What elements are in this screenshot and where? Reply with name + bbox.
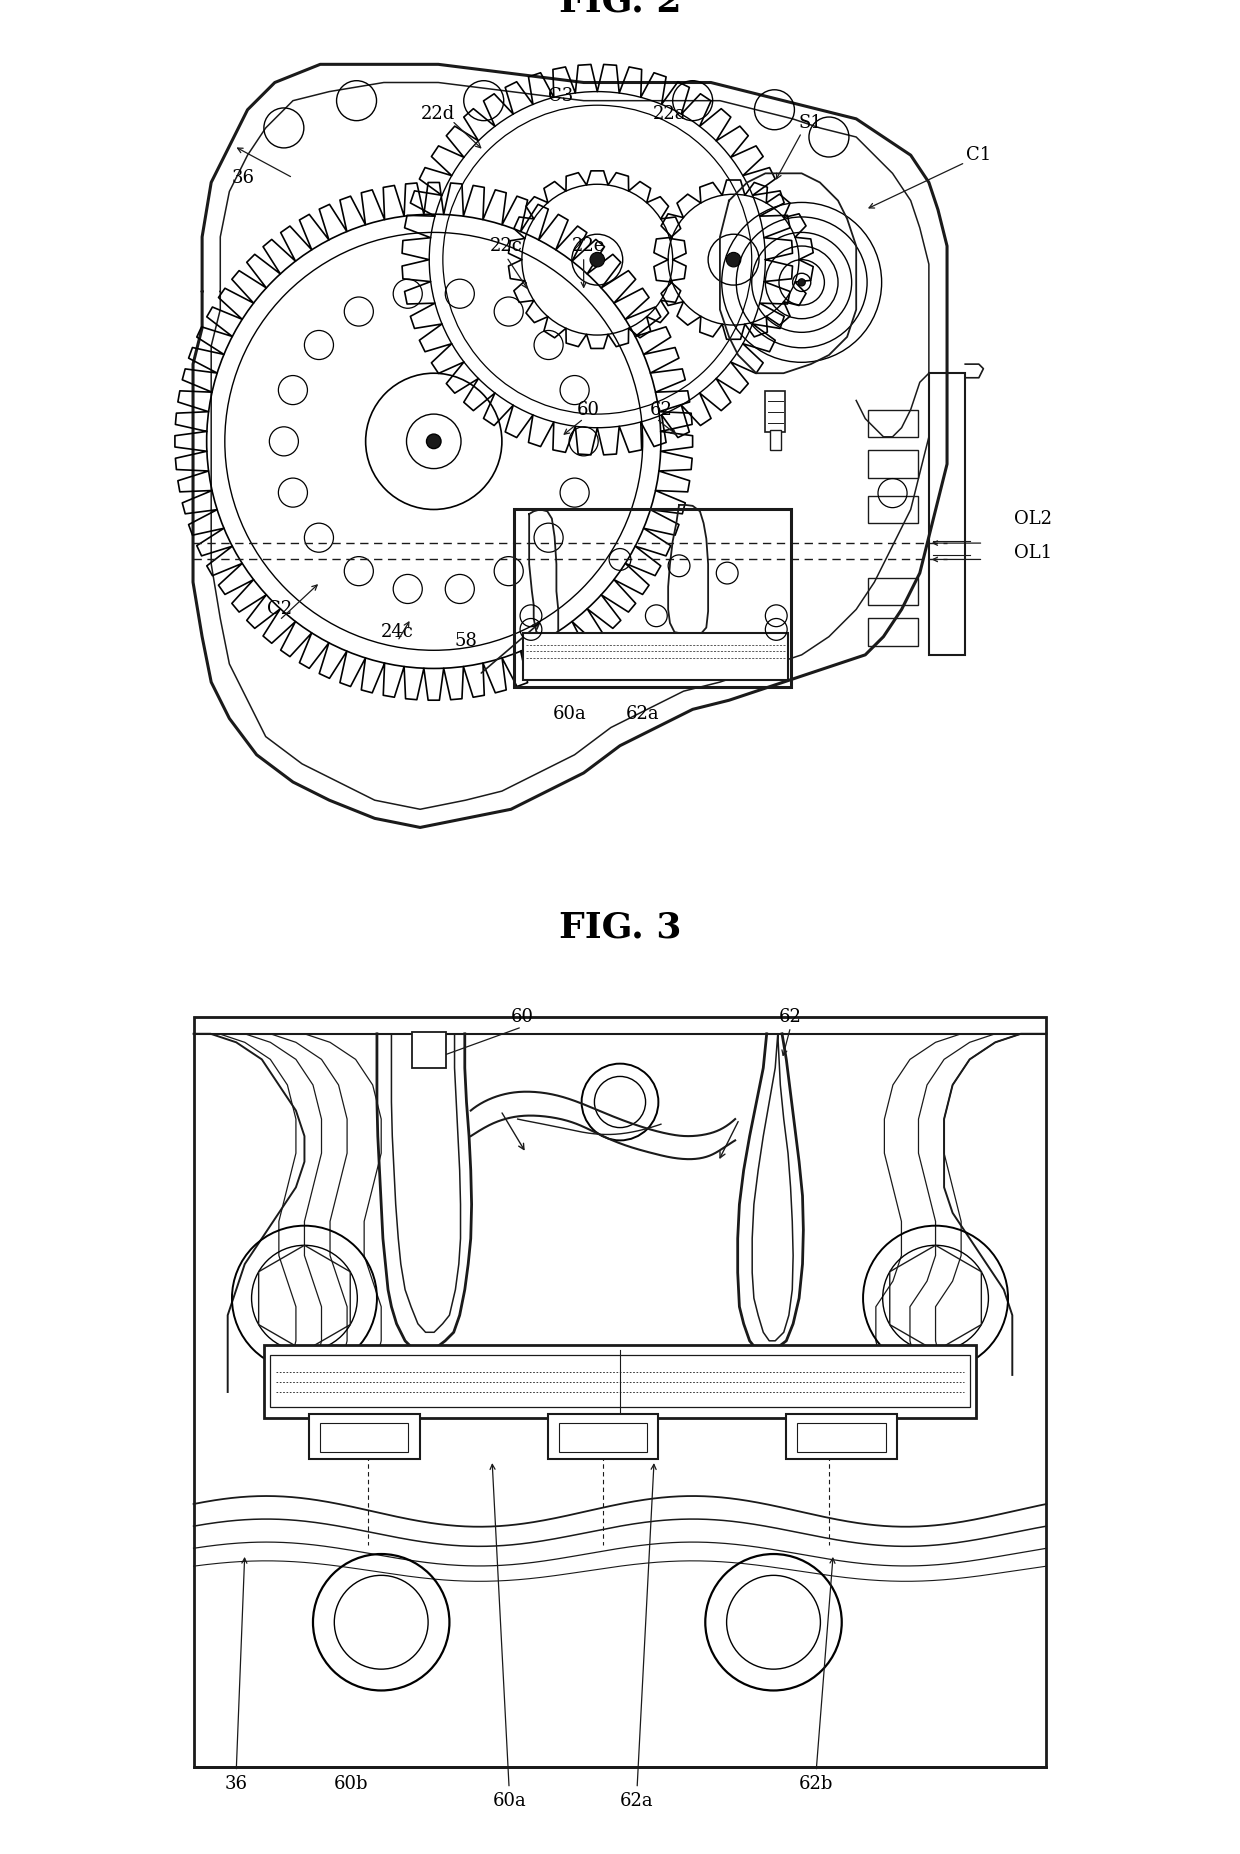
Text: 62: 62 bbox=[650, 400, 672, 419]
Text: C1: C1 bbox=[966, 146, 992, 165]
Text: S1: S1 bbox=[799, 115, 822, 132]
Text: 36: 36 bbox=[224, 1776, 248, 1793]
Bar bbox=[193, 1016, 1047, 1767]
Text: FIG. 2: FIG. 2 bbox=[559, 0, 681, 19]
Bar bbox=[264, 1346, 976, 1418]
Text: 60b: 60b bbox=[334, 1776, 368, 1793]
Text: 62a: 62a bbox=[620, 1793, 653, 1810]
Text: 62b: 62b bbox=[799, 1776, 833, 1793]
Circle shape bbox=[590, 252, 605, 267]
Text: 22e: 22e bbox=[572, 237, 605, 256]
Bar bbox=[523, 632, 789, 680]
Text: C3: C3 bbox=[548, 87, 574, 106]
Bar bbox=[868, 619, 918, 645]
Bar bbox=[412, 1033, 446, 1068]
Bar bbox=[270, 1355, 970, 1407]
Text: OL1: OL1 bbox=[1014, 543, 1053, 562]
Bar bbox=[309, 1415, 419, 1459]
Bar bbox=[868, 495, 918, 523]
Text: 60a: 60a bbox=[492, 1793, 526, 1810]
Text: 62a: 62a bbox=[626, 705, 660, 723]
Text: 62: 62 bbox=[779, 1009, 802, 1025]
Bar bbox=[868, 410, 918, 438]
Bar bbox=[320, 1422, 408, 1452]
Circle shape bbox=[799, 278, 805, 286]
Circle shape bbox=[727, 252, 740, 267]
Circle shape bbox=[427, 434, 441, 449]
Text: 60: 60 bbox=[511, 1009, 533, 1025]
Text: C2: C2 bbox=[267, 601, 291, 619]
Bar bbox=[868, 451, 918, 478]
Bar bbox=[558, 1422, 647, 1452]
Bar bbox=[929, 373, 965, 654]
Text: 22c: 22c bbox=[490, 237, 523, 256]
Text: OL2: OL2 bbox=[1014, 510, 1053, 528]
Bar bbox=[513, 510, 791, 686]
Bar bbox=[770, 430, 781, 451]
Text: 58: 58 bbox=[454, 632, 477, 651]
Bar bbox=[868, 578, 918, 604]
Text: 60: 60 bbox=[577, 400, 600, 419]
Text: 60a: 60a bbox=[553, 705, 587, 723]
Text: 36: 36 bbox=[232, 169, 254, 187]
Bar bbox=[765, 391, 785, 432]
Text: FIG. 3: FIG. 3 bbox=[559, 910, 681, 944]
Bar bbox=[786, 1415, 898, 1459]
Text: 22d: 22d bbox=[422, 106, 455, 124]
Text: 22a: 22a bbox=[653, 106, 687, 124]
Bar bbox=[797, 1422, 887, 1452]
Bar bbox=[548, 1415, 658, 1459]
Text: 24c: 24c bbox=[381, 623, 414, 641]
